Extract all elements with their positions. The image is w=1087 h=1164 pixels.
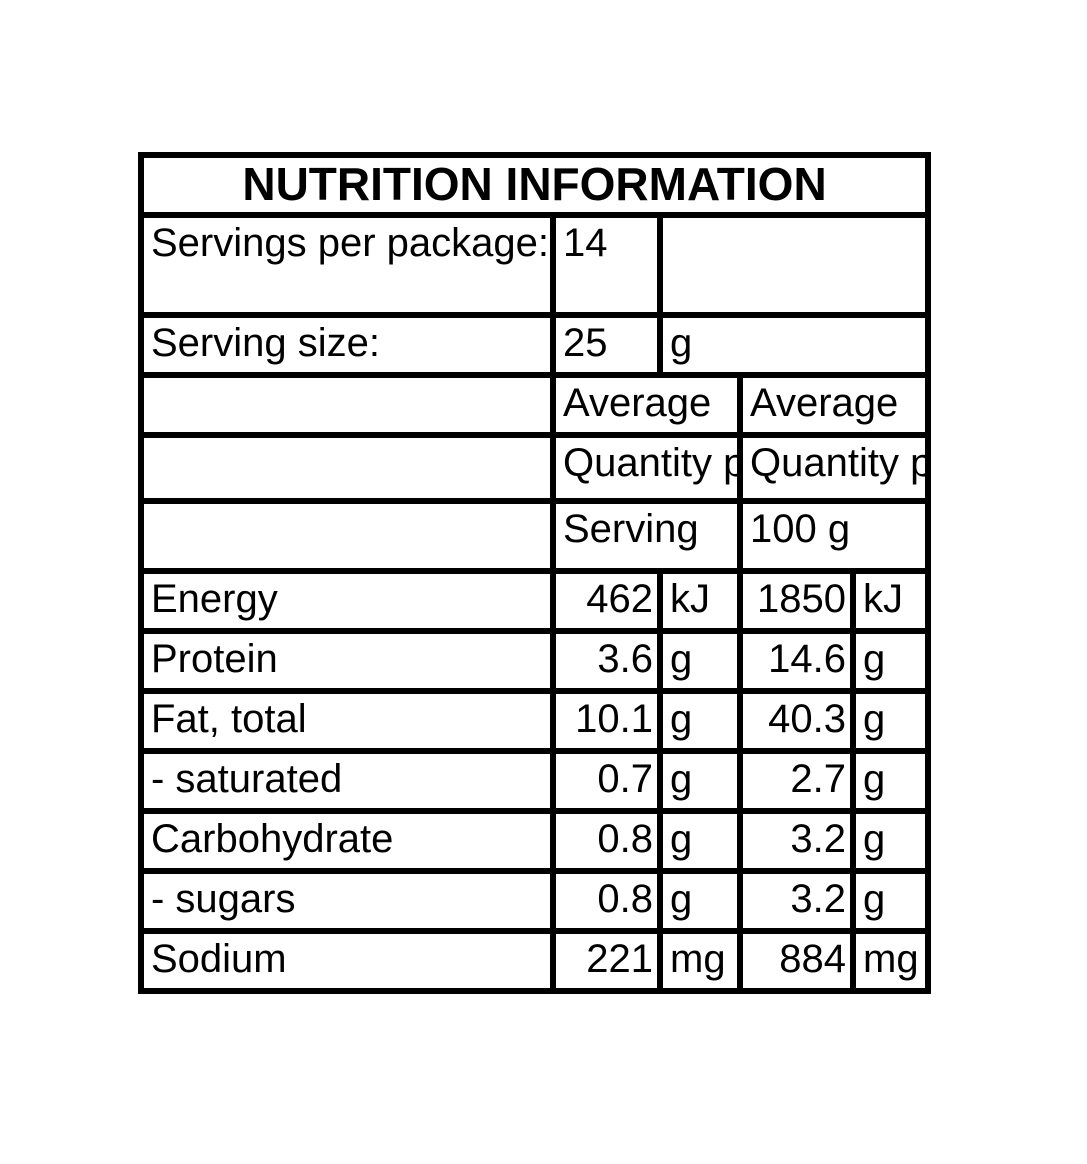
nutrition-information-table: NUTRITION INFORMATION Servings per packa… bbox=[137, 152, 932, 994]
per-100g-header-line3: 100 g bbox=[736, 498, 932, 574]
nutrient-per-serving-unit: kJ bbox=[657, 568, 743, 634]
serving-size-value: 25 bbox=[550, 312, 663, 378]
table-row: - saturated 0.7 g 2.7 g bbox=[138, 748, 932, 814]
servings-per-package-value: 14 bbox=[550, 212, 663, 318]
nutrient-per-serving-value: 3.6 bbox=[550, 628, 663, 694]
nutrient-per-serving-value: 0.8 bbox=[550, 808, 663, 874]
nutrient-name: Energy bbox=[138, 568, 556, 634]
header-empty-cell bbox=[138, 372, 556, 438]
serving-size-unit: g bbox=[656, 312, 932, 378]
nutrient-name: - sugars bbox=[138, 868, 556, 934]
nutrient-name: Fat, total bbox=[138, 688, 556, 754]
nutrient-per-100g-value: 884 bbox=[737, 928, 856, 994]
nutrient-per-100g-value: 40.3 bbox=[737, 688, 856, 754]
nutrient-per-100g-unit: mg bbox=[849, 928, 932, 994]
nutrient-per-100g-value: 3.2 bbox=[737, 868, 856, 934]
nutrient-per-serving-unit: g bbox=[657, 808, 743, 874]
nutrient-name: Carbohydrate bbox=[138, 808, 556, 874]
nutrient-per-serving-unit: g bbox=[657, 688, 743, 754]
header-empty-cell bbox=[138, 498, 556, 574]
nutrient-per-serving-value: 221 bbox=[550, 928, 663, 994]
nutrient-name: Protein bbox=[138, 628, 556, 694]
nutrient-per-serving-value: 0.7 bbox=[550, 748, 663, 814]
nutrient-per-100g-value: 1850 bbox=[737, 568, 856, 634]
table-row: Protein 3.6 g 14.6 g bbox=[138, 628, 932, 694]
table-row: Carbohydrate 0.8 g 3.2 g bbox=[138, 808, 932, 874]
nutrient-per-100g-value: 2.7 bbox=[737, 748, 856, 814]
nutrient-per-serving-unit: g bbox=[657, 868, 743, 934]
table-row: Serving size: 25 g bbox=[138, 312, 932, 378]
nutrient-per-100g-unit: g bbox=[849, 688, 932, 754]
nutrient-per-100g-value: 14.6 bbox=[737, 628, 856, 694]
nutrient-name: - saturated bbox=[138, 748, 556, 814]
table-row: Quantity per Quantity per bbox=[138, 432, 932, 504]
nutrient-per-100g-unit: g bbox=[849, 808, 932, 874]
nutrient-name: Sodium bbox=[138, 928, 556, 994]
per-100g-header-line1: Average bbox=[736, 372, 932, 438]
servings-per-package-label: Servings per package: bbox=[138, 212, 556, 318]
table-row: Energy 462 kJ 1850 kJ bbox=[138, 568, 932, 634]
nutrient-per-100g-unit: g bbox=[849, 748, 932, 814]
table-row: NUTRITION INFORMATION bbox=[137, 152, 932, 218]
header-empty-cell bbox=[138, 432, 556, 504]
nutrient-per-100g-unit: g bbox=[849, 628, 932, 694]
table-row: Fat, total 10.1 g 40.3 g bbox=[138, 688, 932, 754]
per-serving-header-line1: Average bbox=[550, 372, 743, 438]
nutrient-per-serving-value: 462 bbox=[550, 568, 663, 634]
table-title: NUTRITION INFORMATION bbox=[137, 152, 932, 218]
table-row: Average Average bbox=[138, 372, 932, 438]
table-row: Servings per package: 14 bbox=[138, 212, 932, 318]
per-serving-header-line2: Quantity per bbox=[550, 432, 743, 504]
serving-size-label: Serving size: bbox=[138, 312, 556, 378]
nutrient-per-serving-value: 0.8 bbox=[550, 868, 663, 934]
nutrient-per-serving-value: 10.1 bbox=[550, 688, 663, 754]
per-100g-header-line2: Quantity per bbox=[736, 432, 932, 504]
nutrient-per-serving-unit: g bbox=[657, 748, 743, 814]
table-row: Sodium 221 mg 884 mg bbox=[138, 928, 932, 994]
nutrient-per-100g-value: 3.2 bbox=[737, 808, 856, 874]
table-row: - sugars 0.8 g 3.2 g bbox=[138, 868, 932, 934]
servings-per-package-empty-cell bbox=[656, 212, 932, 318]
nutrient-per-serving-unit: g bbox=[657, 628, 743, 694]
nutrient-per-100g-unit: g bbox=[849, 868, 932, 934]
nutrient-per-100g-unit: kJ bbox=[849, 568, 932, 634]
table-row: Serving 100 g bbox=[138, 498, 932, 574]
per-serving-header-line3: Serving bbox=[550, 498, 743, 574]
nutrient-per-serving-unit: mg bbox=[657, 928, 743, 994]
